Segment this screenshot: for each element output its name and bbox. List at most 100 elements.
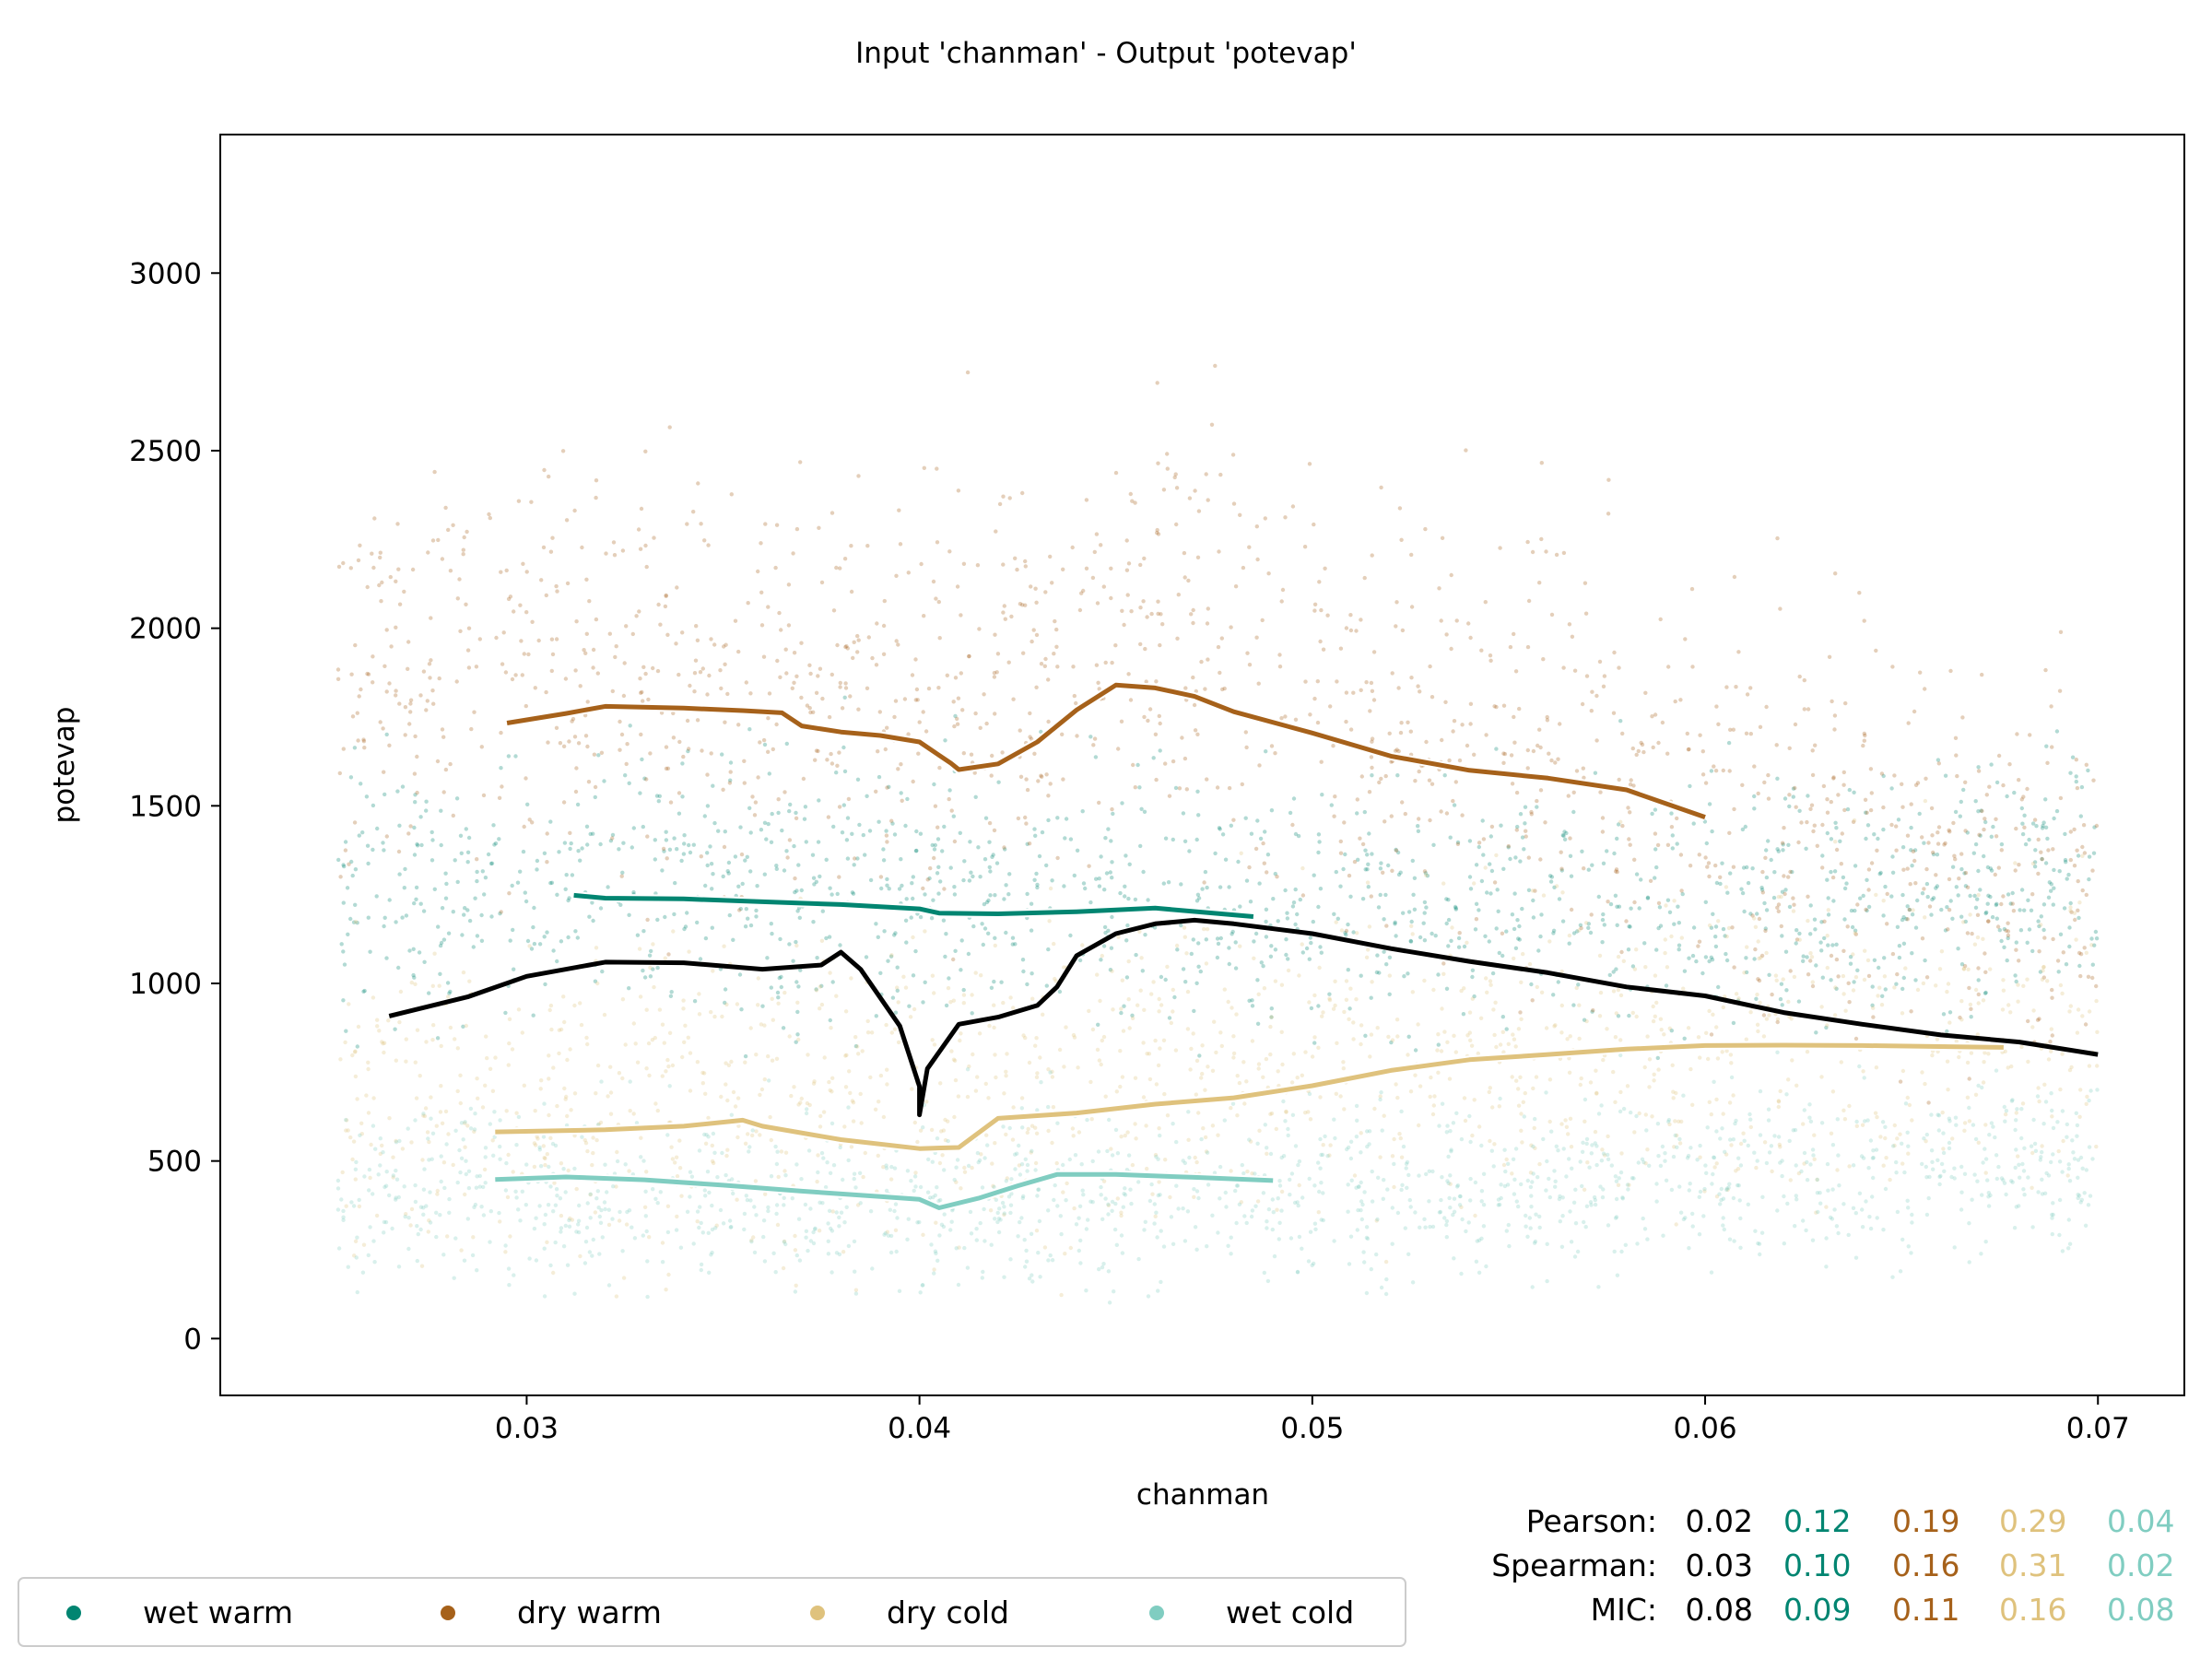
scatter-point bbox=[437, 676, 441, 681]
scatter-point bbox=[426, 1136, 430, 1141]
scatter-point bbox=[855, 633, 860, 639]
scatter-point bbox=[1787, 904, 1793, 910]
scatter-point bbox=[1519, 1128, 1524, 1134]
scatter-point bbox=[2042, 935, 2047, 940]
scatter-point bbox=[1107, 1117, 1112, 1123]
scatter-point bbox=[774, 523, 780, 527]
scatter-point bbox=[1825, 810, 1830, 815]
scatter-point bbox=[766, 1053, 771, 1059]
scatter-point bbox=[619, 874, 624, 878]
scatter-point bbox=[1050, 1140, 1054, 1146]
scatter-point bbox=[1332, 1117, 1336, 1122]
scatter-point bbox=[1397, 1132, 1402, 1136]
scatter-point bbox=[1806, 972, 1811, 977]
scatter-point bbox=[1335, 916, 1341, 921]
scatter-point bbox=[1339, 928, 1345, 933]
scatter-point bbox=[458, 833, 464, 838]
scatter-point bbox=[1973, 841, 1979, 847]
scatter-point bbox=[1653, 973, 1658, 978]
scatter-point bbox=[572, 1291, 577, 1296]
scatter-point bbox=[1451, 1121, 1456, 1125]
scatter-point bbox=[640, 757, 644, 762]
scatter-point bbox=[848, 694, 853, 699]
scatter-point bbox=[542, 935, 547, 939]
scatter-point bbox=[1033, 833, 1038, 838]
scatter-point bbox=[973, 794, 978, 799]
scatter-point bbox=[1387, 992, 1392, 997]
scatter-point bbox=[1143, 1219, 1148, 1225]
scatter-point bbox=[575, 935, 580, 940]
scatter-point bbox=[1809, 955, 1815, 959]
scatter-point bbox=[1871, 1175, 1876, 1181]
scatter-point bbox=[1969, 1015, 1973, 1019]
scatter-point bbox=[1740, 890, 1746, 896]
scatter-point bbox=[1958, 814, 1962, 818]
scatter-point bbox=[1406, 971, 1410, 976]
scatter-point bbox=[1586, 922, 1592, 926]
scatter-point bbox=[706, 1115, 711, 1121]
scatter-point bbox=[845, 856, 851, 861]
scatter-point bbox=[1863, 948, 1867, 953]
scatter-point bbox=[1159, 1003, 1164, 1007]
scatter-point bbox=[438, 1110, 443, 1114]
scatter-point bbox=[2094, 936, 2100, 941]
scatter-point bbox=[1769, 857, 1773, 863]
scatter-point bbox=[2090, 975, 2095, 981]
scatter-point bbox=[1365, 1129, 1370, 1134]
scatter-point bbox=[1676, 904, 1680, 909]
scatter-point bbox=[1594, 1162, 1599, 1168]
scatter-point bbox=[685, 522, 689, 526]
scatter-point bbox=[2084, 1101, 2088, 1107]
scatter-point bbox=[614, 1294, 619, 1299]
scatter-point bbox=[688, 1194, 692, 1199]
scatter-point bbox=[672, 912, 677, 917]
scatter-point bbox=[1130, 499, 1135, 503]
scatter-point bbox=[878, 875, 884, 879]
scatter-point bbox=[1617, 1176, 1621, 1181]
scatter-point bbox=[466, 626, 472, 630]
scatter-point bbox=[798, 1100, 803, 1105]
scatter-point bbox=[1818, 1201, 1823, 1206]
scatter-point bbox=[1407, 1197, 1413, 1203]
scatter-point bbox=[1112, 1289, 1116, 1294]
scatter-point bbox=[2028, 733, 2032, 737]
scatter-point bbox=[1700, 971, 1705, 976]
scatter-point bbox=[542, 1156, 547, 1160]
scatter-point bbox=[394, 1058, 398, 1063]
scatter-point bbox=[736, 649, 741, 654]
scatter-point bbox=[1390, 868, 1394, 873]
scatter-point bbox=[455, 879, 460, 885]
scatter-point bbox=[1510, 1075, 1514, 1079]
scatter-point bbox=[477, 637, 482, 641]
scatter-point bbox=[348, 566, 353, 571]
scatter-point bbox=[1317, 580, 1322, 584]
scatter-point bbox=[1057, 1047, 1063, 1053]
scatter-point bbox=[1879, 1003, 1885, 1007]
scatter-point bbox=[458, 1100, 463, 1106]
scatter-point bbox=[1125, 1130, 1130, 1135]
scatter-point bbox=[1244, 745, 1249, 750]
scatter-point bbox=[1654, 1182, 1659, 1186]
scatter-point bbox=[1629, 778, 1633, 782]
scatter-point bbox=[1375, 953, 1380, 958]
scatter-point bbox=[1176, 1206, 1181, 1211]
scatter-point bbox=[1513, 946, 1519, 951]
scatter-point bbox=[925, 1190, 931, 1194]
scatter-point bbox=[441, 1253, 446, 1257]
scatter-point bbox=[403, 705, 408, 710]
scatter-point bbox=[816, 840, 821, 844]
scatter-point bbox=[1980, 1193, 1984, 1197]
scatter-point bbox=[1242, 1214, 1247, 1218]
scatter-point bbox=[1364, 680, 1369, 685]
scatter-point bbox=[1943, 928, 1948, 933]
scatter-point bbox=[748, 1198, 753, 1203]
scatter-point bbox=[940, 849, 945, 853]
scatter-point bbox=[790, 1196, 794, 1201]
scatter-point bbox=[1636, 1160, 1641, 1165]
scatter-point bbox=[748, 923, 754, 928]
scatter-point bbox=[1918, 670, 1923, 675]
scatter-point bbox=[1628, 782, 1633, 787]
scatter-point bbox=[1658, 1017, 1664, 1021]
scatter-point bbox=[742, 781, 747, 785]
scatter-point bbox=[2030, 892, 2035, 897]
